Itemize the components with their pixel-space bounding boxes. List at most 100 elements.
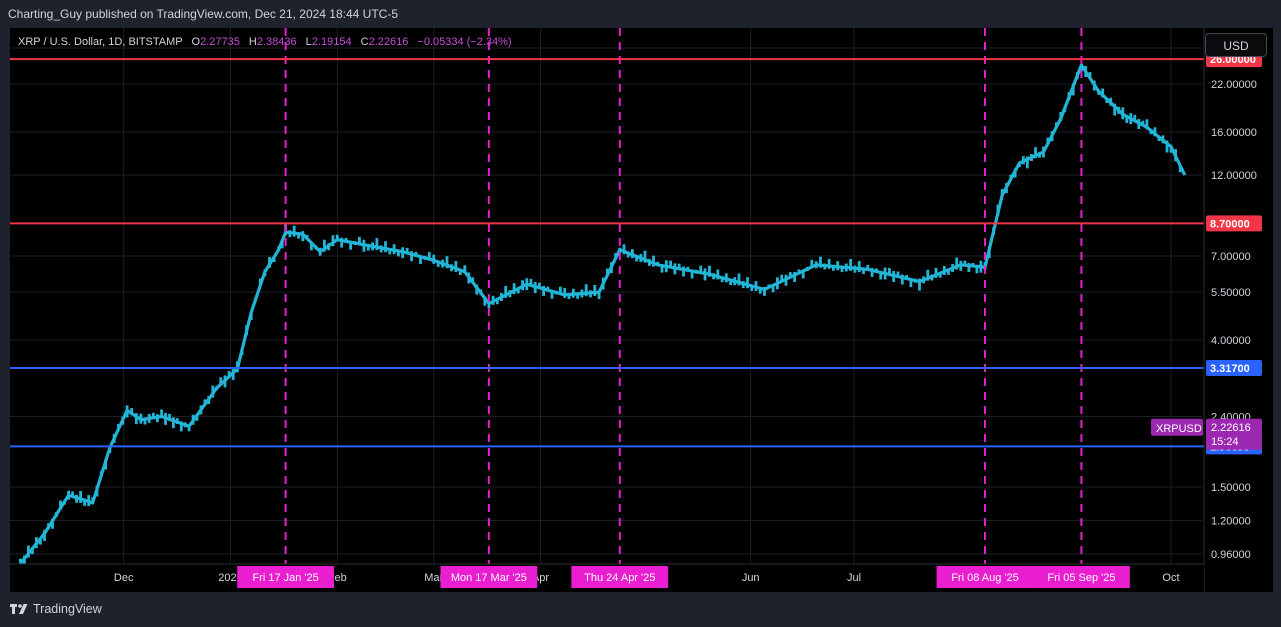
candle: [43, 530, 46, 541]
candle: [690, 269, 694, 279]
candle: [405, 247, 409, 254]
candle: [353, 241, 357, 246]
candle: [1034, 147, 1037, 159]
candle: [349, 240, 352, 250]
candle: [610, 262, 613, 274]
candle: [1009, 174, 1013, 180]
candle: [323, 239, 326, 252]
candle: [909, 278, 913, 288]
candle: [975, 265, 979, 274]
candle: [905, 275, 908, 280]
candle: [618, 247, 622, 254]
candle: [254, 296, 258, 301]
candle: [479, 289, 483, 295]
candle: [996, 204, 1000, 216]
candle: [971, 262, 975, 267]
event-badge: [237, 566, 335, 588]
candle: [467, 272, 471, 284]
candle: [1000, 189, 1004, 196]
candle: [567, 294, 571, 299]
legend-close: 2.22616: [368, 36, 409, 48]
candle: [401, 247, 405, 259]
currency-button[interactable]: USD: [1205, 33, 1267, 57]
candle: [1101, 88, 1105, 98]
candle: [112, 433, 116, 443]
candle: [1105, 98, 1109, 103]
candle: [335, 234, 339, 241]
candle: [419, 255, 422, 265]
y-tick-label: 0.96000: [1211, 549, 1251, 561]
candle: [635, 257, 638, 262]
candle: [593, 285, 597, 296]
candle: [512, 283, 516, 295]
candle: [810, 259, 814, 268]
candle: [682, 266, 685, 277]
tradingview-logo[interactable]: TradingView: [10, 602, 102, 616]
candle: [67, 490, 70, 500]
candle: [664, 260, 668, 273]
candle: [143, 419, 147, 425]
candle: [1125, 116, 1129, 123]
price-badge-countdown: 15:24: [1211, 436, 1239, 448]
chart-area[interactable]: 28.0000022.0000016.0000012.000007.000005…: [10, 28, 1273, 592]
event-badge-label: Thu 24 Apr '25: [584, 572, 655, 584]
candle: [576, 294, 579, 299]
candle: [236, 361, 239, 373]
candle: [358, 236, 361, 245]
candle: [626, 252, 630, 258]
candle: [741, 281, 745, 289]
legend-open-label: O: [191, 36, 201, 48]
candle: [1178, 165, 1182, 173]
candle: [327, 243, 331, 251]
candle: [643, 250, 647, 263]
publish-line: Charting_Guy published on TradingView.co…: [8, 7, 399, 21]
candle: [292, 225, 296, 237]
candle: [463, 265, 467, 273]
candle: [938, 272, 942, 278]
candle: [187, 425, 191, 432]
legend-close-label: C: [360, 36, 369, 48]
candle: [471, 277, 475, 284]
candle: [622, 244, 626, 255]
candle: [340, 237, 344, 248]
candle: [737, 273, 741, 286]
candle: [550, 289, 554, 299]
candle: [258, 278, 262, 287]
candle: [371, 242, 374, 251]
x-tick-label: 2025: [218, 572, 242, 584]
candle: [525, 278, 529, 291]
price-badge-value: 2.22616: [1211, 422, 1251, 434]
candle: [280, 239, 284, 249]
candle: [879, 271, 883, 280]
candle: [297, 232, 300, 239]
candle: [1174, 149, 1177, 162]
tradingview-brand: TradingView: [33, 602, 102, 616]
candle: [606, 268, 609, 276]
candle: [432, 254, 436, 264]
candle: [827, 258, 831, 269]
candle: [712, 273, 715, 280]
candle: [1153, 127, 1157, 137]
candle: [384, 241, 387, 253]
candle: [1113, 103, 1117, 116]
candle: [900, 274, 904, 285]
candle: [99, 471, 103, 478]
candle: [1092, 80, 1096, 91]
candle: [631, 249, 634, 259]
event-badge-label: Fri 17 Jan '25: [252, 572, 318, 584]
candle: [310, 241, 313, 251]
candle: [450, 264, 453, 272]
candle: [245, 325, 248, 336]
candle: [673, 263, 677, 275]
candle: [1059, 112, 1063, 121]
candle: [423, 255, 427, 260]
candle: [888, 268, 891, 275]
candle: [168, 413, 171, 421]
candle: [733, 277, 737, 286]
candle: [788, 272, 792, 279]
candle: [1141, 120, 1145, 126]
candle: [63, 500, 66, 505]
legend-high: 2.38436: [256, 36, 297, 48]
y-tick-label: 7.00000: [1211, 251, 1251, 263]
price-chart[interactable]: 28.0000022.0000016.0000012.000007.000005…: [10, 28, 1273, 592]
